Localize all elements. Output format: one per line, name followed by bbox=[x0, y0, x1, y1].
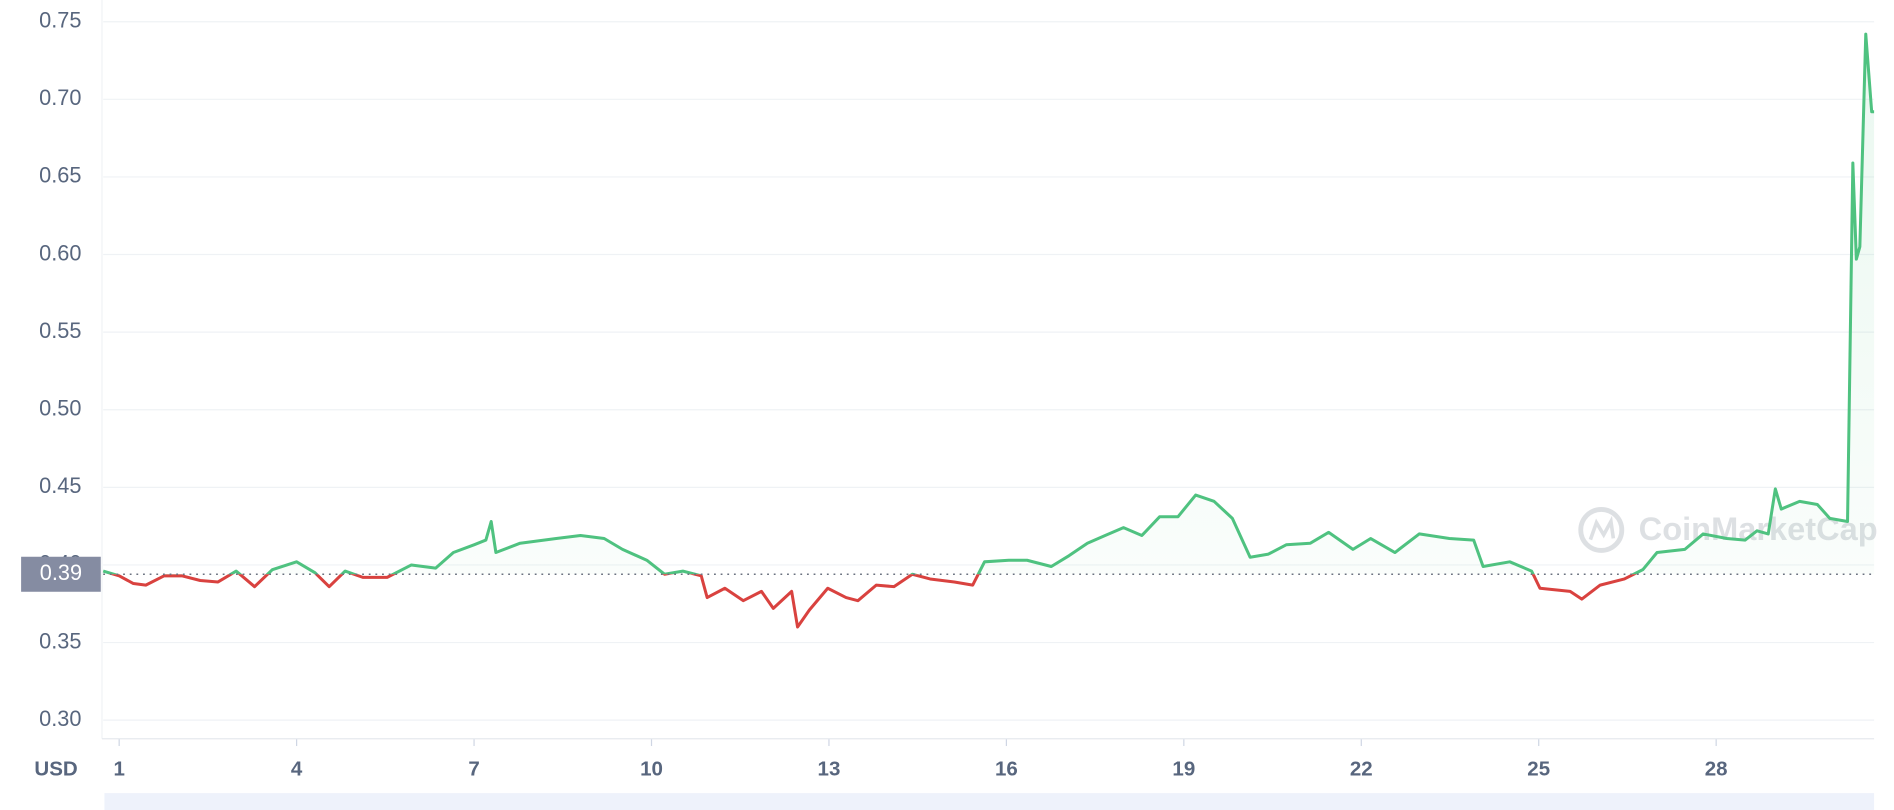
watermark-logo bbox=[1578, 507, 1625, 553]
range-scroller[interactable] bbox=[104, 793, 1875, 810]
area-fill bbox=[103, 34, 1875, 575]
x-tick-label: 1 bbox=[113, 758, 124, 781]
x-tick-label: 16 bbox=[995, 758, 1018, 781]
price-line-below bbox=[108, 574, 1638, 629]
y-tick-label: 0.70 bbox=[39, 85, 81, 110]
y-tick-label: 0.55 bbox=[39, 318, 81, 343]
unit-label: USD bbox=[34, 758, 77, 781]
plot bbox=[102, 32, 1875, 629]
x-tick-label: 10 bbox=[640, 758, 663, 781]
y-tick-label: 0.35 bbox=[39, 628, 81, 653]
x-tick-label: 4 bbox=[291, 758, 303, 781]
grid bbox=[103, 21, 1875, 747]
y-tick-label: 0.60 bbox=[39, 240, 81, 265]
y-tick-label: 0.50 bbox=[39, 395, 81, 420]
x-tick-label: 13 bbox=[818, 758, 841, 781]
x-tick-label: 22 bbox=[1350, 758, 1373, 781]
y-tick-label: 0.65 bbox=[39, 163, 81, 188]
axes: 0.300.350.400.450.500.550.600.650.700.75… bbox=[21, 7, 1728, 781]
x-tick-label: 7 bbox=[468, 758, 479, 781]
x-tick-label: 19 bbox=[1172, 758, 1195, 781]
watermark-logo-mark bbox=[1588, 515, 1616, 541]
y-tick-label: 0.45 bbox=[39, 473, 81, 498]
x-tick-label: 25 bbox=[1527, 758, 1550, 781]
baseline-label: 0.39 bbox=[40, 560, 82, 585]
y-tick-label: 0.30 bbox=[39, 706, 81, 731]
x-tick-label: 28 bbox=[1705, 758, 1728, 781]
price-line-above bbox=[102, 32, 1875, 575]
baseline-label-box bbox=[21, 556, 101, 592]
y-tick-label: 0.75 bbox=[39, 7, 81, 32]
